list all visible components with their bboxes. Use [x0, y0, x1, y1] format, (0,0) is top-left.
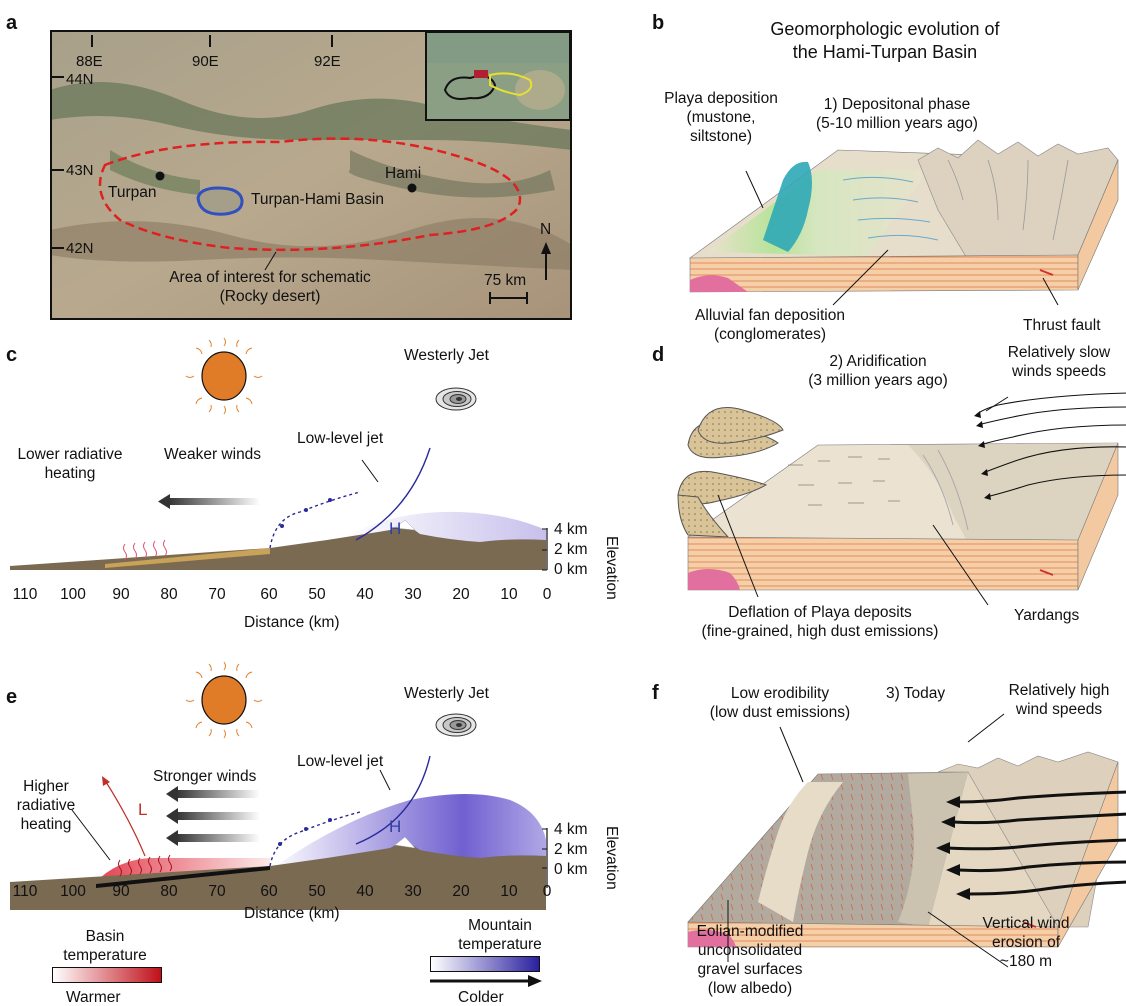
- block-diagram-today: [687, 713, 1126, 968]
- lat-43n: 43N: [66, 162, 94, 179]
- inset-map: [425, 31, 571, 121]
- elev-tick-0-e: 0 km: [554, 861, 588, 878]
- lon-92e: 92E: [314, 53, 341, 70]
- basin-outline: [196, 186, 244, 216]
- aoi-label: Area of interest for schematic (Rocky des…: [169, 269, 371, 305]
- winds-label-e: Stronger winds: [153, 768, 257, 785]
- thrust-fault-label: Thrust fault: [1023, 317, 1101, 334]
- north-label: N: [540, 221, 552, 238]
- llj-label-c: Low-level jet: [297, 430, 384, 447]
- llj-label-e: Low-level jet: [297, 753, 384, 770]
- block-diagram-phase2: [677, 392, 1126, 606]
- sun-icon: [185, 337, 263, 415]
- x-axis-label-e: Distance (km): [244, 905, 340, 922]
- westerly-jet-c: Westerly Jet: [404, 347, 489, 364]
- slow-winds-label: Relatively slow winds speeds: [1007, 344, 1111, 380]
- lat-44n: 44N: [66, 71, 94, 88]
- basin-label: Turpan-Hami Basin: [251, 191, 384, 208]
- heating-label-c: Lower radiative heating: [17, 446, 123, 482]
- elev-axis-label-e: Elevation: [603, 826, 620, 890]
- profile-e: [10, 755, 548, 910]
- lat-42n: 42N: [66, 240, 94, 257]
- sun-icon: [185, 661, 263, 739]
- elev-tick-2-c: 2 km: [554, 541, 588, 558]
- low-erod-label: Low erodibility (low dust emissions): [709, 685, 851, 721]
- playa-label: Playa deposition (mustone, siltstone): [664, 90, 778, 145]
- panel-f-label: f: [652, 682, 659, 704]
- yardangs-label: Yardangs: [1014, 607, 1080, 624]
- winds-label-c: Weaker winds: [164, 446, 262, 463]
- heating-label-e: Higher radiative heating: [16, 778, 76, 833]
- panel-b-label: b: [652, 12, 665, 34]
- block-diagram-phase1: [689, 139, 1119, 306]
- jet-icon-c: [435, 387, 477, 411]
- colder-arrow: [430, 975, 542, 987]
- x-axis-label-c: Distance (km): [244, 614, 340, 631]
- elev-tick-0-c: 0 km: [554, 561, 588, 578]
- satellite-map: [50, 30, 572, 320]
- mountain-temp-bar: [430, 956, 540, 972]
- elev-tick-2-e: 2 km: [554, 841, 588, 858]
- warmer-label: Warmer: [66, 989, 121, 1004]
- panel-a-label: a: [6, 12, 18, 34]
- basin-temp-bar: [52, 967, 162, 983]
- phase3-label: 3) Today: [886, 685, 946, 702]
- vertical-erosion-label: Vertical wind erosion of ~180 m: [982, 915, 1070, 970]
- phase1-label: 1) Depositonal phase (5-10 million years …: [816, 96, 978, 132]
- aoi-outline: [98, 137, 522, 252]
- basin-temp-label: Basin temperature: [63, 928, 147, 964]
- mountain-temp-label: Mountain temperature: [458, 917, 542, 953]
- place-hami: Hami: [385, 165, 422, 182]
- deflation-label: Deflation of Playa deposits (fine-grained…: [701, 604, 939, 640]
- westerly-jet-e: Westerly Jet: [404, 685, 489, 702]
- H-label-e: H: [389, 817, 402, 836]
- hami-marker: [407, 183, 417, 193]
- figure-title: Geomorphologic evolution of the Hami-Turp…: [770, 19, 1000, 62]
- fan-label: Alluvial fan deposition (conglomerates): [695, 307, 845, 343]
- elev-tick-4-c: 4 km: [554, 521, 588, 538]
- colder-label: Colder: [458, 989, 504, 1004]
- phase2-label: 2) Aridification (3 million years ago): [808, 353, 948, 389]
- elev-axis-label-c: Elevation: [603, 536, 620, 600]
- H-label-c: H: [389, 519, 402, 538]
- lon-90e: 90E: [192, 53, 219, 70]
- L-label-e: L: [138, 800, 148, 819]
- jet-icon-e: [435, 713, 477, 737]
- eolian-label: Eolian-modified unconsolidated gravel surf…: [696, 923, 804, 997]
- panel-d-label: d: [652, 344, 665, 366]
- place-turpan: Turpan: [108, 184, 157, 201]
- turpan-marker: [155, 171, 165, 181]
- panel-c-label: c: [6, 344, 18, 366]
- panel-e-label: e: [6, 686, 18, 708]
- high-winds-label: Relatively high wind speeds: [1008, 682, 1110, 718]
- elev-tick-4-e: 4 km: [554, 821, 588, 838]
- profile-c: [10, 447, 548, 571]
- scale-label: 75 km: [484, 272, 527, 289]
- lon-88e: 88E: [76, 53, 103, 70]
